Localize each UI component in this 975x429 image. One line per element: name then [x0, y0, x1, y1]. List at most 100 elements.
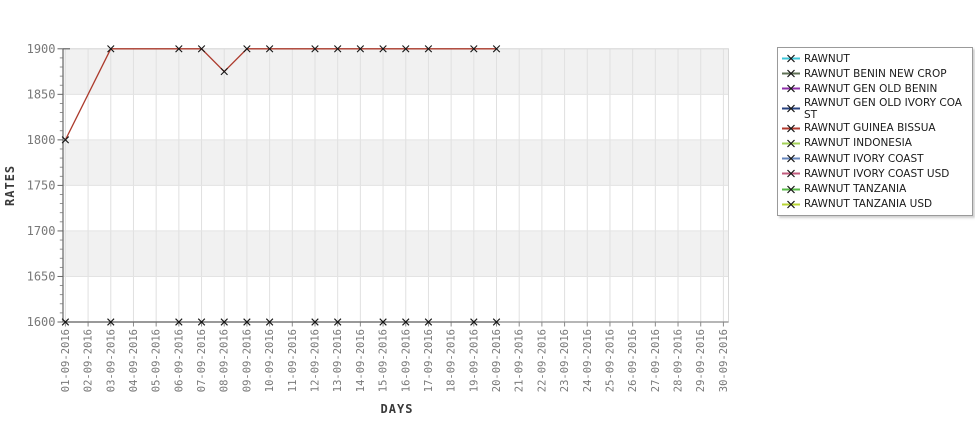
- data-point-marker: [424, 318, 433, 326]
- data-point-marker: [402, 45, 410, 53]
- legend-item: RAWNUT IVORY COAST: [781, 151, 968, 166]
- data-point-marker: [470, 45, 478, 53]
- x-tick-label: 20-09-2016: [491, 329, 503, 392]
- x-tick-label: 25-09-2016: [604, 329, 616, 392]
- x-tick-label: 12-09-2016: [309, 329, 321, 392]
- legend-series-marker-icon: [782, 69, 800, 78]
- x-axis-title: DAYS: [381, 402, 414, 416]
- legend-item-label: RAWNUT: [804, 52, 850, 65]
- plot-band: [63, 139, 729, 186]
- data-point-marker: [220, 318, 228, 326]
- y-tick-label: 1650: [27, 269, 56, 283]
- data-point-marker: [356, 45, 365, 53]
- x-tick-label: 09-09-2016: [241, 329, 253, 392]
- x-tick-label: 16-09-2016: [400, 329, 412, 392]
- data-point-marker: [197, 318, 206, 326]
- legend-item-label: RAWNUT IVORY COAST: [804, 152, 924, 165]
- y-tick-label: 1750: [27, 178, 56, 192]
- x-tick-label: 19-09-2016: [468, 329, 480, 392]
- x-tick-label: 27-09-2016: [650, 329, 662, 392]
- x-tick-label: 14-09-2016: [355, 329, 367, 392]
- y-tick-label: 1800: [27, 133, 56, 147]
- legend-item-label: RAWNUT IVORY COAST USD: [804, 167, 950, 180]
- plot-band: [63, 94, 729, 140]
- legend-item: RAWNUT TANZANIA: [781, 181, 968, 196]
- x-tick-label: 29-09-2016: [695, 329, 707, 392]
- legend-item: RAWNUT INDONESIA: [781, 136, 968, 151]
- legend-series-marker-icon: [782, 54, 800, 63]
- x-tick-label: 01-09-2016: [60, 329, 72, 392]
- x-tick-label: 22-09-2016: [536, 329, 548, 392]
- data-point-marker: [311, 318, 319, 326]
- plot-band: [63, 48, 729, 95]
- x-tick-label: 17-09-2016: [423, 329, 435, 392]
- data-point-marker: [492, 45, 501, 53]
- legend-item-label: RAWNUT TANZANIA: [804, 183, 907, 195]
- x-tick-label: 04-09-2016: [128, 329, 140, 392]
- data-point-marker: [265, 45, 274, 53]
- y-tick-label: 1600: [27, 315, 56, 329]
- legend-series-marker-icon: [782, 200, 800, 209]
- legend-series-marker-icon: [782, 139, 800, 148]
- legend-item: RAWNUT TANZANIA USD: [781, 197, 968, 212]
- x-tick-label: 15-09-2016: [378, 329, 390, 392]
- y-axis-title: RATES: [3, 165, 17, 206]
- data-point-marker: [61, 136, 70, 144]
- data-point-marker: [175, 318, 183, 326]
- data-point-marker: [492, 318, 501, 326]
- legend-item: RAWNUT: [781, 51, 968, 66]
- data-point-marker: [197, 45, 206, 53]
- x-tick-label: 02-09-2016: [83, 329, 95, 392]
- data-point-marker: [470, 318, 478, 326]
- legend-item-label: RAWNUT TANZANIA USD: [804, 198, 933, 211]
- x-tick-label: 11-09-2016: [287, 329, 299, 392]
- data-point-marker: [243, 45, 251, 53]
- data-point-marker: [61, 318, 70, 326]
- legend-item-label: RAWNUT GUINEA BISSUA: [804, 122, 936, 135]
- data-point-marker: [220, 67, 228, 76]
- y-tick-label: 1850: [27, 87, 56, 101]
- x-tick-label: 10-09-2016: [264, 329, 276, 392]
- legend-item: RAWNUT GEN OLD IVORY COAST: [781, 97, 968, 121]
- legend-item-label: RAWNUT GEN OLD IVORY COAST: [804, 96, 962, 121]
- legend-item: RAWNUT BENIN NEW CROP: [781, 66, 968, 81]
- legend-series-marker-icon: [782, 169, 800, 178]
- x-tick-label: 23-09-2016: [559, 329, 571, 392]
- legend-item: RAWNUT IVORY COAST USD: [781, 166, 968, 181]
- data-point-marker: [107, 45, 115, 53]
- x-tick-label: 28-09-2016: [673, 329, 685, 392]
- legend-item-label: RAWNUT BENIN NEW CROP: [804, 67, 947, 80]
- legend-series-marker-icon: [782, 185, 800, 193]
- x-tick-label: 07-09-2016: [196, 329, 208, 392]
- legend-item-label: RAWNUT GEN OLD BENIN: [804, 82, 938, 95]
- x-tick-label: 05-09-2016: [151, 329, 163, 392]
- x-tick-label: 30-09-2016: [718, 329, 730, 392]
- x-tick-label: 21-09-2016: [514, 329, 526, 392]
- x-tick-label: 24-09-2016: [582, 329, 594, 392]
- x-tick-label: 06-09-2016: [173, 329, 185, 392]
- data-point-marker: [424, 45, 433, 53]
- data-point-marker: [265, 318, 274, 326]
- data-point-marker: [243, 318, 251, 326]
- plot-band: [63, 185, 729, 231]
- plot-band: [63, 230, 729, 277]
- x-tick-label: 03-09-2016: [105, 329, 117, 392]
- plot-band: [63, 276, 729, 322]
- data-point-marker: [107, 318, 115, 326]
- data-point-marker: [311, 45, 319, 53]
- data-point-marker: [379, 45, 387, 53]
- data-point-marker: [379, 318, 387, 326]
- legend-item: RAWNUT GUINEA BISSUA: [781, 121, 968, 136]
- x-tick-label: 26-09-2016: [627, 329, 639, 392]
- data-point-marker: [175, 45, 183, 53]
- y-tick-label: 1900: [27, 42, 56, 56]
- x-tick-label: 18-09-2016: [446, 329, 458, 392]
- x-tick-label: 13-09-2016: [332, 329, 344, 392]
- legend-series-marker-icon: [782, 154, 800, 163]
- legend-series-marker-icon: [782, 85, 800, 93]
- data-point-marker: [402, 318, 410, 326]
- legend-item-label: RAWNUT INDONESIA: [804, 137, 912, 150]
- data-point-marker: [333, 45, 342, 53]
